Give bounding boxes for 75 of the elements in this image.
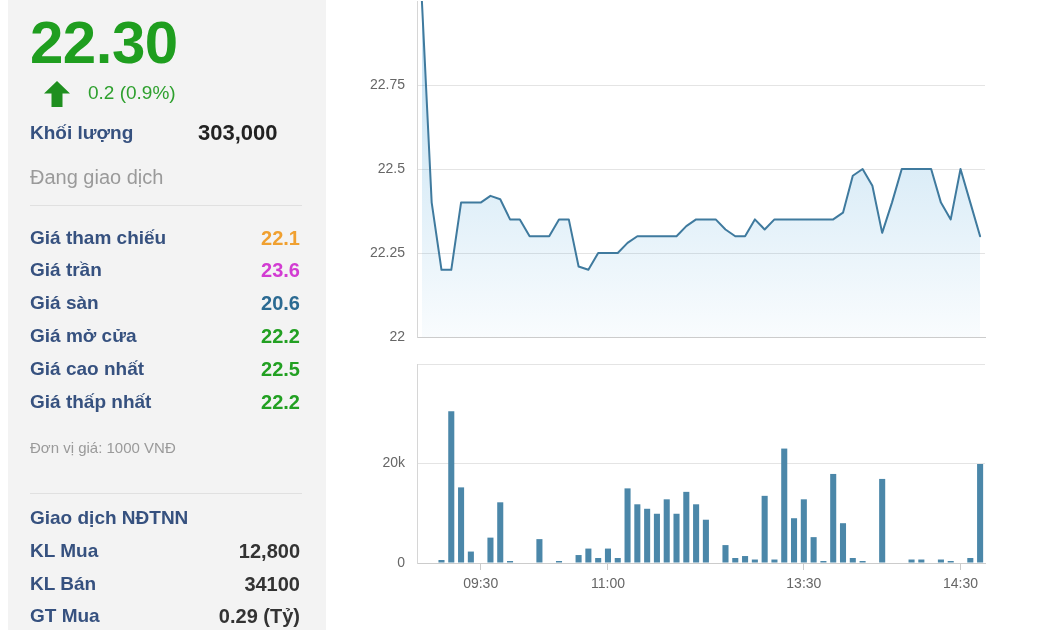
category-label: Giá thấp nhất (30, 391, 152, 413)
text: 12,800 (238, 539, 300, 562)
bar (977, 464, 984, 563)
bar (771, 559, 778, 563)
bar (614, 558, 621, 563)
bar (644, 508, 651, 563)
text: 0.2 (0.9%) (88, 82, 176, 104)
x-tick-label: 13:30 (786, 575, 822, 592)
bar (458, 487, 465, 563)
bar (673, 513, 680, 563)
bar (693, 504, 700, 563)
text: 22.2 (261, 324, 300, 347)
bar (761, 495, 768, 563)
category-label: KL Bán (30, 573, 97, 595)
text: 23.6 (261, 258, 300, 281)
text: 22.5 (261, 357, 300, 380)
bar (781, 448, 788, 563)
x-tick-label: 14:30 (942, 575, 979, 592)
text: Đang giao dịch (30, 165, 164, 189)
bar (604, 548, 611, 563)
bar (937, 559, 944, 563)
bar (448, 411, 455, 563)
bar (830, 473, 837, 563)
y-tick-label: 20k (382, 454, 406, 471)
category-label: Giá sàn (30, 292, 99, 314)
x-tick-label: 11:00 (590, 575, 626, 592)
y-tick-label: 22.5 (377, 159, 406, 176)
category-label: Khối lượng (30, 122, 134, 144)
bar (918, 559, 925, 563)
text: 303,000 (198, 120, 278, 146)
bar (810, 537, 817, 563)
y-tick-label: 0 (397, 553, 406, 570)
bar (839, 523, 847, 563)
category-label: Giá trần (30, 259, 102, 281)
text: 20.6 (261, 291, 300, 314)
bar (751, 559, 758, 563)
text: 22.30 (30, 7, 178, 77)
text: 0.29 (Tỷ) (218, 604, 300, 627)
y-tick-label: 22 (389, 327, 406, 344)
bar (879, 478, 886, 563)
bar (908, 559, 915, 563)
bar (438, 560, 445, 563)
bar (683, 491, 690, 563)
bar (849, 558, 856, 563)
y-tick-label: 22.25 (369, 243, 406, 260)
bar (722, 545, 729, 563)
bar (791, 518, 798, 563)
text: 22.1 (261, 226, 300, 249)
bar (536, 539, 543, 563)
category-label: KL Mua (30, 540, 99, 562)
text: 22.2 (261, 390, 300, 413)
category-label: Giá tham chiếu (30, 227, 167, 249)
bar (467, 551, 474, 563)
bar (634, 504, 641, 563)
bar (595, 558, 602, 563)
text: 34100 (244, 572, 300, 595)
bar (653, 513, 660, 563)
bar (487, 537, 494, 563)
bar (663, 499, 670, 563)
category-label: GT Mua (30, 605, 100, 627)
category-label: Giá mở cửa (30, 325, 137, 347)
category-label: Giao dịch NĐTNN (30, 507, 189, 529)
bar (497, 502, 504, 563)
bar (967, 558, 974, 563)
y-tick-label: 22.75 (369, 75, 406, 92)
bar (702, 519, 709, 563)
bar (624, 488, 631, 563)
bar (800, 499, 807, 563)
x-tick-label: 09:30 (463, 575, 499, 592)
bar (732, 558, 739, 563)
category-label: Giá cao nhất (30, 358, 145, 380)
bar (575, 555, 582, 563)
text: Đơn vị giá: 1000 VNĐ (30, 439, 176, 457)
bar (585, 548, 592, 563)
bar (742, 556, 749, 563)
